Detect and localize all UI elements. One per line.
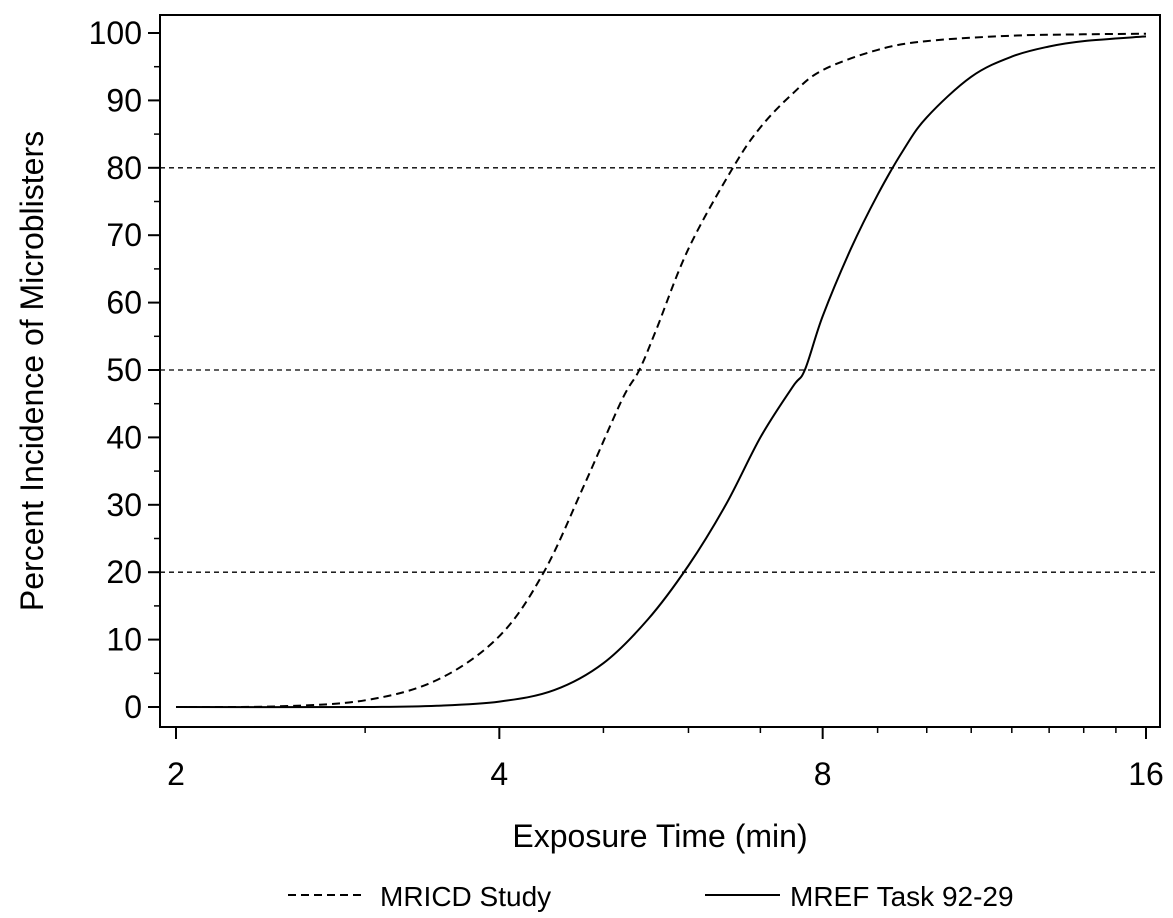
legend-label-1: MRICD Study — [380, 881, 551, 912]
series-line-1 — [175, 32, 1147, 709]
y-tick-label: 100 — [89, 15, 142, 51]
y-tick-label: 90 — [106, 82, 142, 118]
y-tick-label: 60 — [106, 285, 142, 321]
x-tick-label: 16 — [1128, 756, 1164, 792]
y-tick-label: 30 — [106, 487, 142, 523]
y-tick-label: 40 — [106, 419, 142, 455]
series-line-2 — [175, 35, 1147, 709]
y-tick-label: 20 — [106, 554, 142, 590]
x-tick-label: 8 — [814, 756, 832, 792]
y-tick-label: 50 — [106, 352, 142, 388]
x-axis-label: Exposure Time (min) — [512, 818, 807, 854]
y-axis: 0 10 20 30 40 50 60 70 80 90 100 — [89, 15, 160, 725]
y-tick-label: 70 — [106, 217, 142, 253]
legend: MRICD Study MREF Task 92-29 — [288, 881, 1014, 912]
x-axis: 2 4 8 16 — [167, 727, 1164, 792]
y-tick-label: 80 — [106, 150, 142, 186]
series-layer — [175, 32, 1147, 709]
plot-frame — [159, 14, 1161, 728]
y-axis-label: Percent Incidence of Microblisters — [14, 131, 50, 611]
legend-label-2: MREF Task 92-29 — [790, 881, 1014, 912]
x-tick-label: 4 — [490, 756, 508, 792]
y-tick-label: 0 — [124, 689, 142, 725]
reference-lines — [160, 167, 1160, 573]
y-tick-label: 10 — [106, 622, 142, 658]
x-tick-label: 2 — [167, 756, 185, 792]
